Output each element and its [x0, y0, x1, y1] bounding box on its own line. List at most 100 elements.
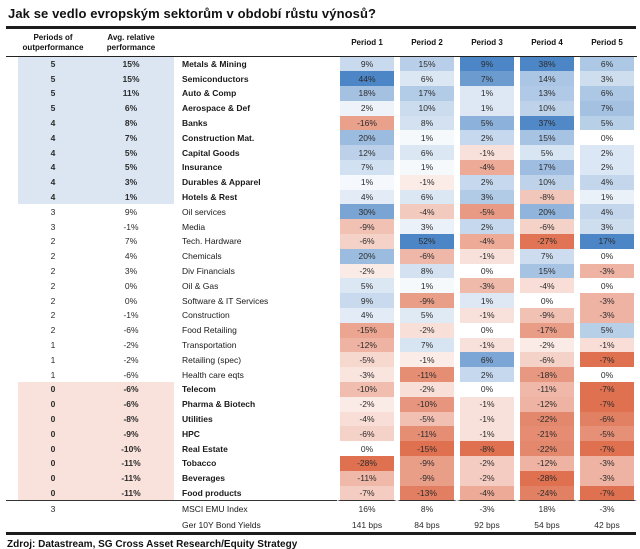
period-value-cell: 141 bps — [337, 516, 397, 533]
period-value-cell: -2% — [517, 337, 577, 353]
period-value-cell: 1% — [577, 189, 637, 205]
period-value-cell: -1% — [457, 337, 517, 353]
footer-row: Ger 10Y Bond Yields 141 bps 84 bps 92 bps 54… — [6, 516, 637, 533]
table-row: 2 -1% Construction 4% 5% -1% -9% -3% — [6, 308, 637, 323]
period-value-cell: 13% — [517, 86, 577, 101]
table-row: 5 11% Auto & Comp 18% 17% 1% 13% 6% — [6, 86, 637, 101]
period-value-cell: -1% — [457, 145, 517, 161]
period-value-cell: 6% — [397, 71, 457, 87]
sector-cell: Hotels & Rest — [182, 192, 238, 203]
period-value-cell: -6% — [337, 426, 397, 442]
avg-cell: 1% — [88, 189, 174, 205]
row-spacer — [6, 323, 18, 338]
avg-cell — [88, 500, 174, 517]
avg-cell: 0% — [124, 280, 138, 291]
period-value-cell: 92 bps — [457, 516, 517, 533]
period-value-cell: -8% — [517, 189, 577, 205]
row-spacer — [6, 456, 18, 471]
period-value-cell: -11% — [397, 426, 457, 442]
col-header-periods: Periods of outperformance — [18, 29, 88, 57]
period-value-cell: -1% — [457, 308, 517, 323]
avg-cell: -11% — [88, 470, 174, 486]
periods-cell: 2 — [50, 325, 56, 336]
periods-cell: 0 — [18, 382, 88, 397]
period-value-cell: -5% — [337, 352, 397, 368]
sector-cell: Retailing (spec) — [182, 354, 242, 365]
period-value-cell: 42 bps — [577, 516, 637, 533]
period-value-cell: 6% — [577, 86, 637, 101]
period-value-cell: -16% — [337, 115, 397, 131]
period-value-cell: 1% — [457, 86, 517, 101]
table-row: 1 -2% Transportation -12% 7% -1% -2% -1% — [6, 337, 637, 353]
period-value-cell: 0% — [577, 130, 637, 146]
sector-heatmap-table: Periods of outperformance Avg. relative … — [6, 29, 637, 533]
row-spacer — [6, 397, 18, 412]
periods-cell: 3 — [18, 500, 88, 517]
period-value-cell: -2% — [397, 382, 457, 397]
period-value-cell: 30% — [337, 204, 397, 220]
sector-cell: Durables & Apparel — [182, 177, 261, 188]
period-value-cell: -9% — [397, 470, 457, 486]
avg-cell: -1% — [123, 221, 139, 232]
avg-cell: 8% — [88, 115, 174, 131]
page-title: Jak se vedlo evropským sektorům v období… — [8, 6, 377, 21]
avg-cell: -10% — [88, 441, 174, 457]
footer-row: 3 MSCI EMU Index 16% 8% -3% 18% -3% — [6, 500, 637, 517]
sector-cell: Real Estate — [182, 443, 228, 454]
avg-cell: 4% — [124, 251, 138, 262]
period-value-cell: -12% — [517, 396, 577, 412]
period-value-cell: -7% — [577, 485, 637, 501]
table-body: 5 15% Metals & Mining 9% 15% 9% 38% 6% 5 15% Semic… — [6, 56, 637, 501]
period-value-cell: 7% — [577, 100, 637, 116]
period-value-cell: 2% — [577, 145, 637, 161]
period-value-cell: 9% — [337, 293, 397, 309]
row-spacer — [6, 71, 18, 86]
period-value-cell: -4% — [457, 234, 517, 249]
avg-cell: -9% — [88, 426, 174, 442]
period-value-cell: 17% — [577, 234, 637, 249]
table-row: 2 0% Software & IT Services 9% -9% 1% 0% -3% — [6, 293, 637, 309]
period-value-cell: 6% — [457, 352, 517, 368]
period-value-cell: -5% — [577, 426, 637, 442]
period-value-cell: 2% — [457, 130, 517, 146]
period-value-cell: -1% — [457, 248, 517, 264]
sector-cell: Utilities — [182, 414, 213, 425]
period-value-cell: -7% — [337, 485, 397, 501]
avg-cell: 11% — [88, 86, 174, 101]
table-row: 0 -10% Real Estate 0% -15% -8% -22% -7% — [6, 441, 637, 457]
period-value-cell: 0% — [577, 278, 637, 294]
period-value-cell: -7% — [577, 441, 637, 457]
row-spacer — [6, 204, 18, 219]
period-value-cell: 1% — [457, 293, 517, 309]
avg-cell: 5% — [88, 160, 174, 175]
period-value-cell: 15% — [397, 56, 457, 72]
row-spacer — [6, 101, 18, 116]
avg-cell: -8% — [88, 411, 174, 427]
avg-cell: -11% — [88, 456, 174, 471]
period-value-cell: -13% — [397, 485, 457, 501]
period-value-cell: -4% — [457, 160, 517, 175]
table-row: 3 -1% Media -9% 3% 2% -6% 3% — [6, 219, 637, 235]
period-value-cell: 37% — [517, 115, 577, 131]
table-row: 4 7% Construction Mat. 20% 1% 2% 15% 0% — [6, 130, 637, 146]
avg-cell: 0% — [124, 295, 138, 306]
col-header-period-2: Period 2 — [397, 29, 457, 57]
periods-cell: 1 — [50, 369, 56, 380]
period-value-cell: -27% — [517, 234, 577, 249]
sector-cell: Media — [182, 221, 206, 232]
row-spacer — [6, 338, 18, 353]
sector-cell: MSCI EMU Index — [174, 500, 337, 517]
row-spacer — [6, 57, 18, 72]
period-value-cell: -3% — [337, 367, 397, 383]
period-value-cell: -24% — [517, 485, 577, 501]
table-row: 2 7% Tech. Hardware -6% 52% -4% -27% 17% — [6, 234, 637, 249]
sector-cell: Tech. Hardware — [182, 236, 242, 247]
period-value-cell: 3% — [457, 189, 517, 205]
row-spacer — [6, 190, 18, 205]
periods-cell: 0 — [18, 396, 88, 412]
periods-cell: 4 — [18, 115, 88, 131]
period-value-cell: -2% — [397, 322, 457, 338]
row-spacer — [6, 145, 18, 160]
avg-cell: 3% — [124, 266, 138, 277]
period-value-cell: -2% — [337, 263, 397, 279]
